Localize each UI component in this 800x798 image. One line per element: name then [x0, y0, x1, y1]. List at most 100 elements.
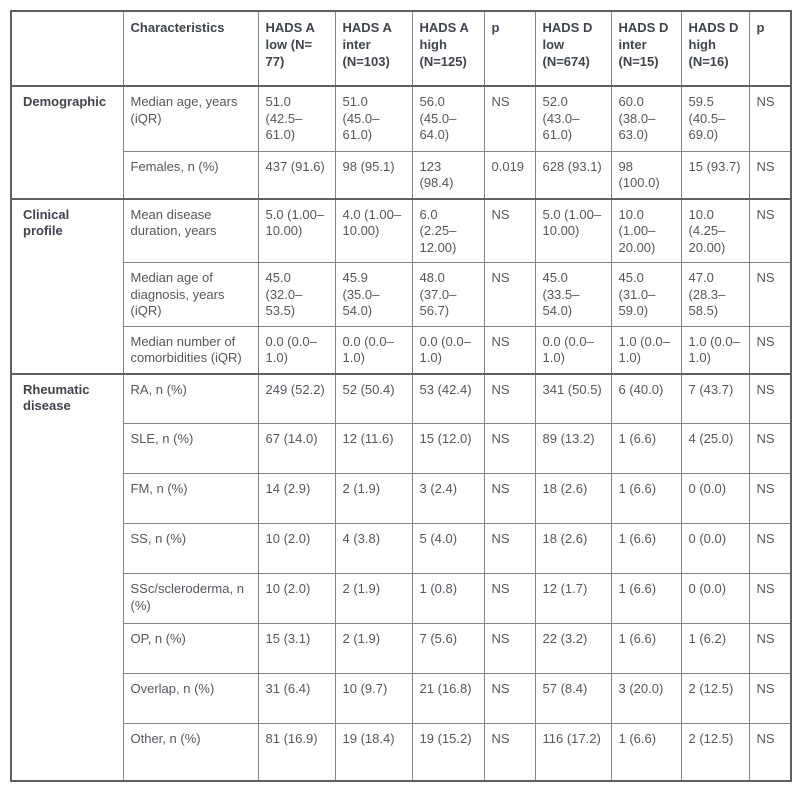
p-value-cell: NS [748, 723, 792, 781]
value-cell: 14 (2.9) [257, 473, 336, 524]
p-value-cell: NS [748, 423, 792, 474]
value-cell: 341 (50.5) [534, 372, 612, 424]
value-cell: 0.0 (0.0–1.0) [534, 325, 612, 374]
column-header: p [483, 10, 536, 87]
value-cell: 123 (98.4) [411, 150, 485, 199]
value-cell: 10 (2.0) [257, 523, 336, 574]
characteristic-cell: Other, n (%) [122, 723, 259, 781]
value-cell: 56.0 (45.0–64.0) [411, 85, 485, 152]
value-cell: 81 (16.9) [257, 723, 336, 781]
value-cell: 45.0 (31.0–59.0) [610, 262, 682, 327]
value-cell: 7 (5.6) [411, 623, 485, 674]
value-cell: 51.0 (42.5–61.0) [257, 85, 336, 152]
column-header: HADS D high (N=16) [680, 10, 750, 87]
value-cell: 31 (6.4) [257, 673, 336, 724]
value-cell: 437 (91.6) [257, 150, 336, 199]
p-value-cell: NS [483, 372, 536, 424]
value-cell: 2 (1.9) [334, 623, 413, 674]
p-value-cell: NS [483, 85, 536, 152]
value-cell: 67 (14.0) [257, 423, 336, 474]
value-cell: 5.0 (1.00–10.00) [534, 197, 612, 263]
value-cell: 59.5 (40.5–69.0) [680, 85, 750, 152]
value-cell: 98 (95.1) [334, 150, 413, 199]
value-cell: 5.0 (1.00–10.00) [257, 197, 336, 263]
characteristic-cell: SS, n (%) [122, 523, 259, 574]
value-cell: 249 (52.2) [257, 372, 336, 424]
value-cell: 15 (3.1) [257, 623, 336, 674]
row-group-label: Clinical profile [10, 197, 124, 374]
characteristic-cell: RA, n (%) [122, 372, 259, 424]
p-value-cell: NS [483, 423, 536, 474]
row-group-label: Demographic [10, 85, 124, 199]
characteristic-cell: Median number of comorbidities (iQR) [122, 325, 259, 374]
value-cell: 1 (6.6) [610, 623, 682, 674]
corner-cell [10, 10, 124, 87]
p-value-cell: NS [483, 197, 536, 263]
value-cell: 7 (43.7) [680, 372, 750, 424]
value-cell: 15 (12.0) [411, 423, 485, 474]
p-value-cell: 0.019 [483, 150, 536, 199]
p-value-cell: NS [748, 573, 792, 624]
value-cell: 2 (12.5) [680, 673, 750, 724]
value-cell: 12 (1.7) [534, 573, 612, 624]
value-cell: 3 (20.0) [610, 673, 682, 724]
p-value-cell: NS [748, 473, 792, 524]
value-cell: 52.0 (43.0–61.0) [534, 85, 612, 152]
value-cell: 5 (4.0) [411, 523, 485, 574]
value-cell: 6 (40.0) [610, 372, 682, 424]
value-cell: 10.0 (1.00–20.00) [610, 197, 682, 263]
p-value-cell: NS [483, 623, 536, 674]
value-cell: 1 (6.6) [610, 473, 682, 524]
value-cell: 0 (0.0) [680, 473, 750, 524]
value-cell: 18 (2.6) [534, 473, 612, 524]
p-value-cell: NS [748, 325, 792, 374]
p-value-cell: NS [483, 523, 536, 574]
column-header: HADS A high (N=125) [411, 10, 485, 87]
value-cell: 2 (12.5) [680, 723, 750, 781]
table-row: Median number of comorbidities (iQR) 0.0 … [11, 325, 792, 374]
value-cell: 1 (6.6) [610, 723, 682, 781]
value-cell: 1 (6.6) [610, 423, 682, 474]
p-value-cell: NS [748, 523, 792, 574]
p-value-cell: NS [748, 197, 792, 263]
value-cell: 1 (6.6) [610, 523, 682, 574]
value-cell: 57 (8.4) [534, 673, 612, 724]
value-cell: 1 (6.6) [610, 573, 682, 624]
table-row: Overlap, n (%) 31 (6.4) 10 (9.7) 21 (16.8) N… [11, 673, 792, 724]
value-cell: 15 (93.7) [680, 150, 750, 199]
p-value-cell: NS [748, 150, 792, 199]
value-cell: 48.0 (37.0–56.7) [411, 262, 485, 327]
value-cell: 45.9 (35.0–54.0) [334, 262, 413, 327]
table-row: Rheumatic disease RA, n (%) 249 (52.2) 52 (… [10, 372, 792, 781]
characteristic-cell: SLE, n (%) [122, 423, 259, 474]
value-cell: 22 (3.2) [534, 623, 612, 674]
value-cell: 10 (2.0) [257, 573, 336, 624]
p-value-cell: NS [748, 372, 792, 424]
characteristic-cell: SSc/scleroderma, n (%) [122, 573, 259, 624]
column-header: HADS D inter (N=15) [610, 10, 682, 87]
value-cell: 53 (42.4) [411, 372, 485, 424]
value-cell: 4 (3.8) [334, 523, 413, 574]
value-cell: 116 (17.2) [534, 723, 612, 781]
p-value-cell: NS [748, 673, 792, 724]
table-row: Other, n (%) 81 (16.9) 19 (18.4) 19 (15.2) N… [11, 723, 792, 781]
characteristic-cell: Mean disease duration, years [122, 197, 259, 263]
value-cell: 52 (50.4) [334, 372, 413, 424]
value-cell: 2 (1.9) [334, 473, 413, 524]
value-cell: 4 (25.0) [680, 423, 750, 474]
value-cell: 4.0 (1.00–10.00) [334, 197, 413, 263]
value-cell: 0 (0.0) [680, 523, 750, 574]
p-value-cell: NS [483, 673, 536, 724]
value-cell: 3 (2.4) [411, 473, 485, 524]
p-value-cell: NS [748, 85, 792, 152]
value-cell: 2 (1.9) [334, 573, 413, 624]
value-cell: 1 (6.2) [680, 623, 750, 674]
value-cell: 19 (15.2) [411, 723, 485, 781]
p-value-cell: NS [483, 262, 536, 327]
table-row: SS, n (%) 10 (2.0) 4 (3.8) 5 (4.0) NS 18 (2.6… [11, 523, 792, 574]
value-cell: 1 (0.8) [411, 573, 485, 624]
value-cell: 89 (13.2) [534, 423, 612, 474]
column-header: HADS D low (N=674) [534, 10, 612, 87]
characteristic-cell: FM, n (%) [122, 473, 259, 524]
